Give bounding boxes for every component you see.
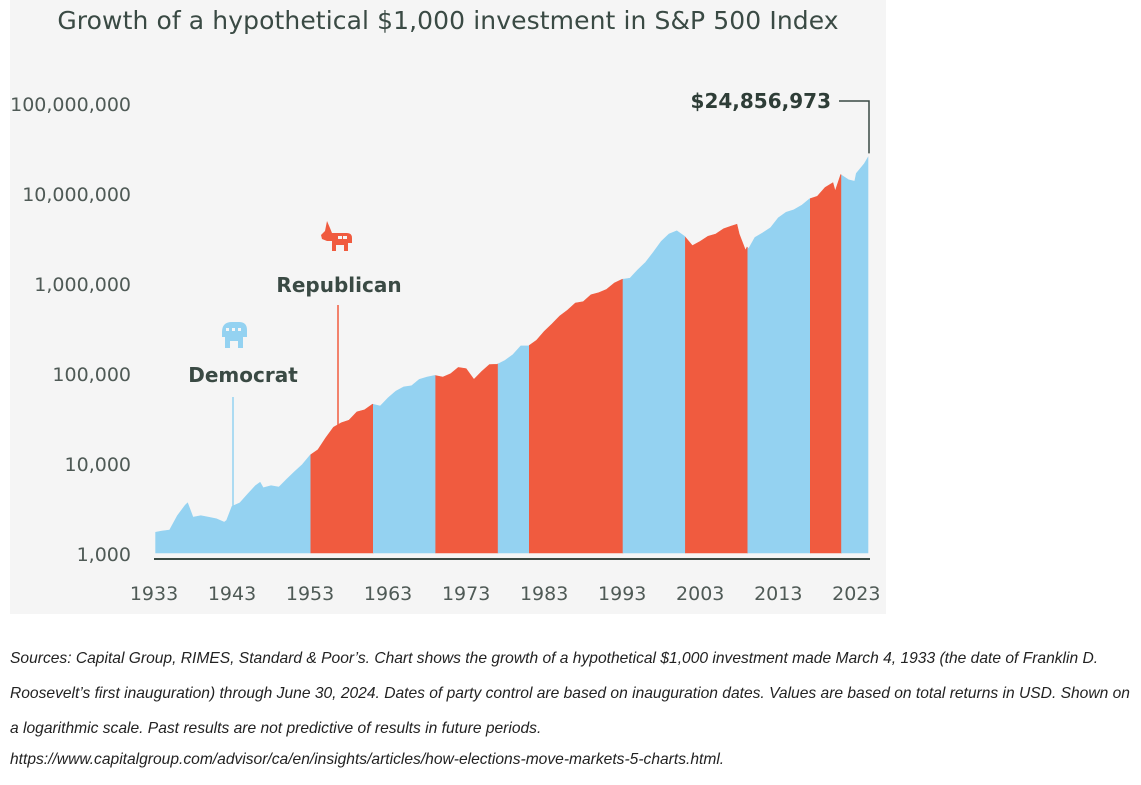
y-tick-label: 10,000 xyxy=(65,454,131,476)
elephant-icon xyxy=(222,322,247,348)
annotation: $24,856,973 xyxy=(691,89,870,154)
x-tick-label: 1973 xyxy=(442,583,490,605)
area-segment-democrat xyxy=(497,344,530,554)
area-segment-republican xyxy=(435,363,499,554)
area-segment-democrat xyxy=(747,198,811,554)
area-segment-republican xyxy=(310,403,374,554)
legend: Democrat Republican xyxy=(188,221,402,512)
y-tick-label: 1,000,000 xyxy=(34,274,131,296)
chart-svg: 1933 1943 1953 1963 1973 1983 1993 2003 2013 2023… xyxy=(10,89,880,605)
x-tick-label: 1983 xyxy=(520,583,568,605)
area-segment-democrat xyxy=(841,156,869,554)
x-tick-label: 2023 xyxy=(832,583,880,605)
x-tick-label: 2013 xyxy=(754,583,802,605)
x-tick-label: 1953 xyxy=(286,583,334,605)
republican-label: Republican xyxy=(276,273,401,297)
chart-panel: Growth of a hypothetical $1,000 investme… xyxy=(10,0,886,614)
area-segment-republican xyxy=(685,223,749,554)
x-tick-label: 1943 xyxy=(208,583,256,605)
donkey-icon xyxy=(321,221,352,251)
area-segment-democrat xyxy=(373,375,436,554)
area-segment-republican xyxy=(810,174,842,554)
annotation-leader-line xyxy=(839,100,870,154)
x-tick-label: 2003 xyxy=(676,583,724,605)
source-url: https://www.capitalgroup.com/advisor/ca/… xyxy=(10,751,725,768)
area-segment-republican xyxy=(529,278,624,554)
x-tick-label: 1963 xyxy=(364,583,412,605)
area-segment-democrat xyxy=(155,454,312,554)
x-tick-label: 1993 xyxy=(598,583,646,605)
axes: 1933 1943 1953 1963 1973 1983 1993 2003 2013 2023… xyxy=(10,94,880,605)
y-tick-label: 1,000 xyxy=(77,544,131,566)
x-tick-label: 1933 xyxy=(130,583,178,605)
democrat-label: Democrat xyxy=(188,363,298,387)
y-tick-label: 10,000,000 xyxy=(22,184,131,206)
sources-caption: Sources: Capital Group, RIMES, Standard … xyxy=(10,650,1130,737)
final-value-label: $24,856,973 xyxy=(691,89,831,113)
area-segment-democrat xyxy=(622,230,686,554)
chart-title: Growth of a hypothetical $1,000 investme… xyxy=(57,6,839,35)
y-tick-label: 100,000 xyxy=(52,364,131,386)
area-series xyxy=(155,156,869,554)
y-tick-label: 100,000,000 xyxy=(10,94,131,116)
